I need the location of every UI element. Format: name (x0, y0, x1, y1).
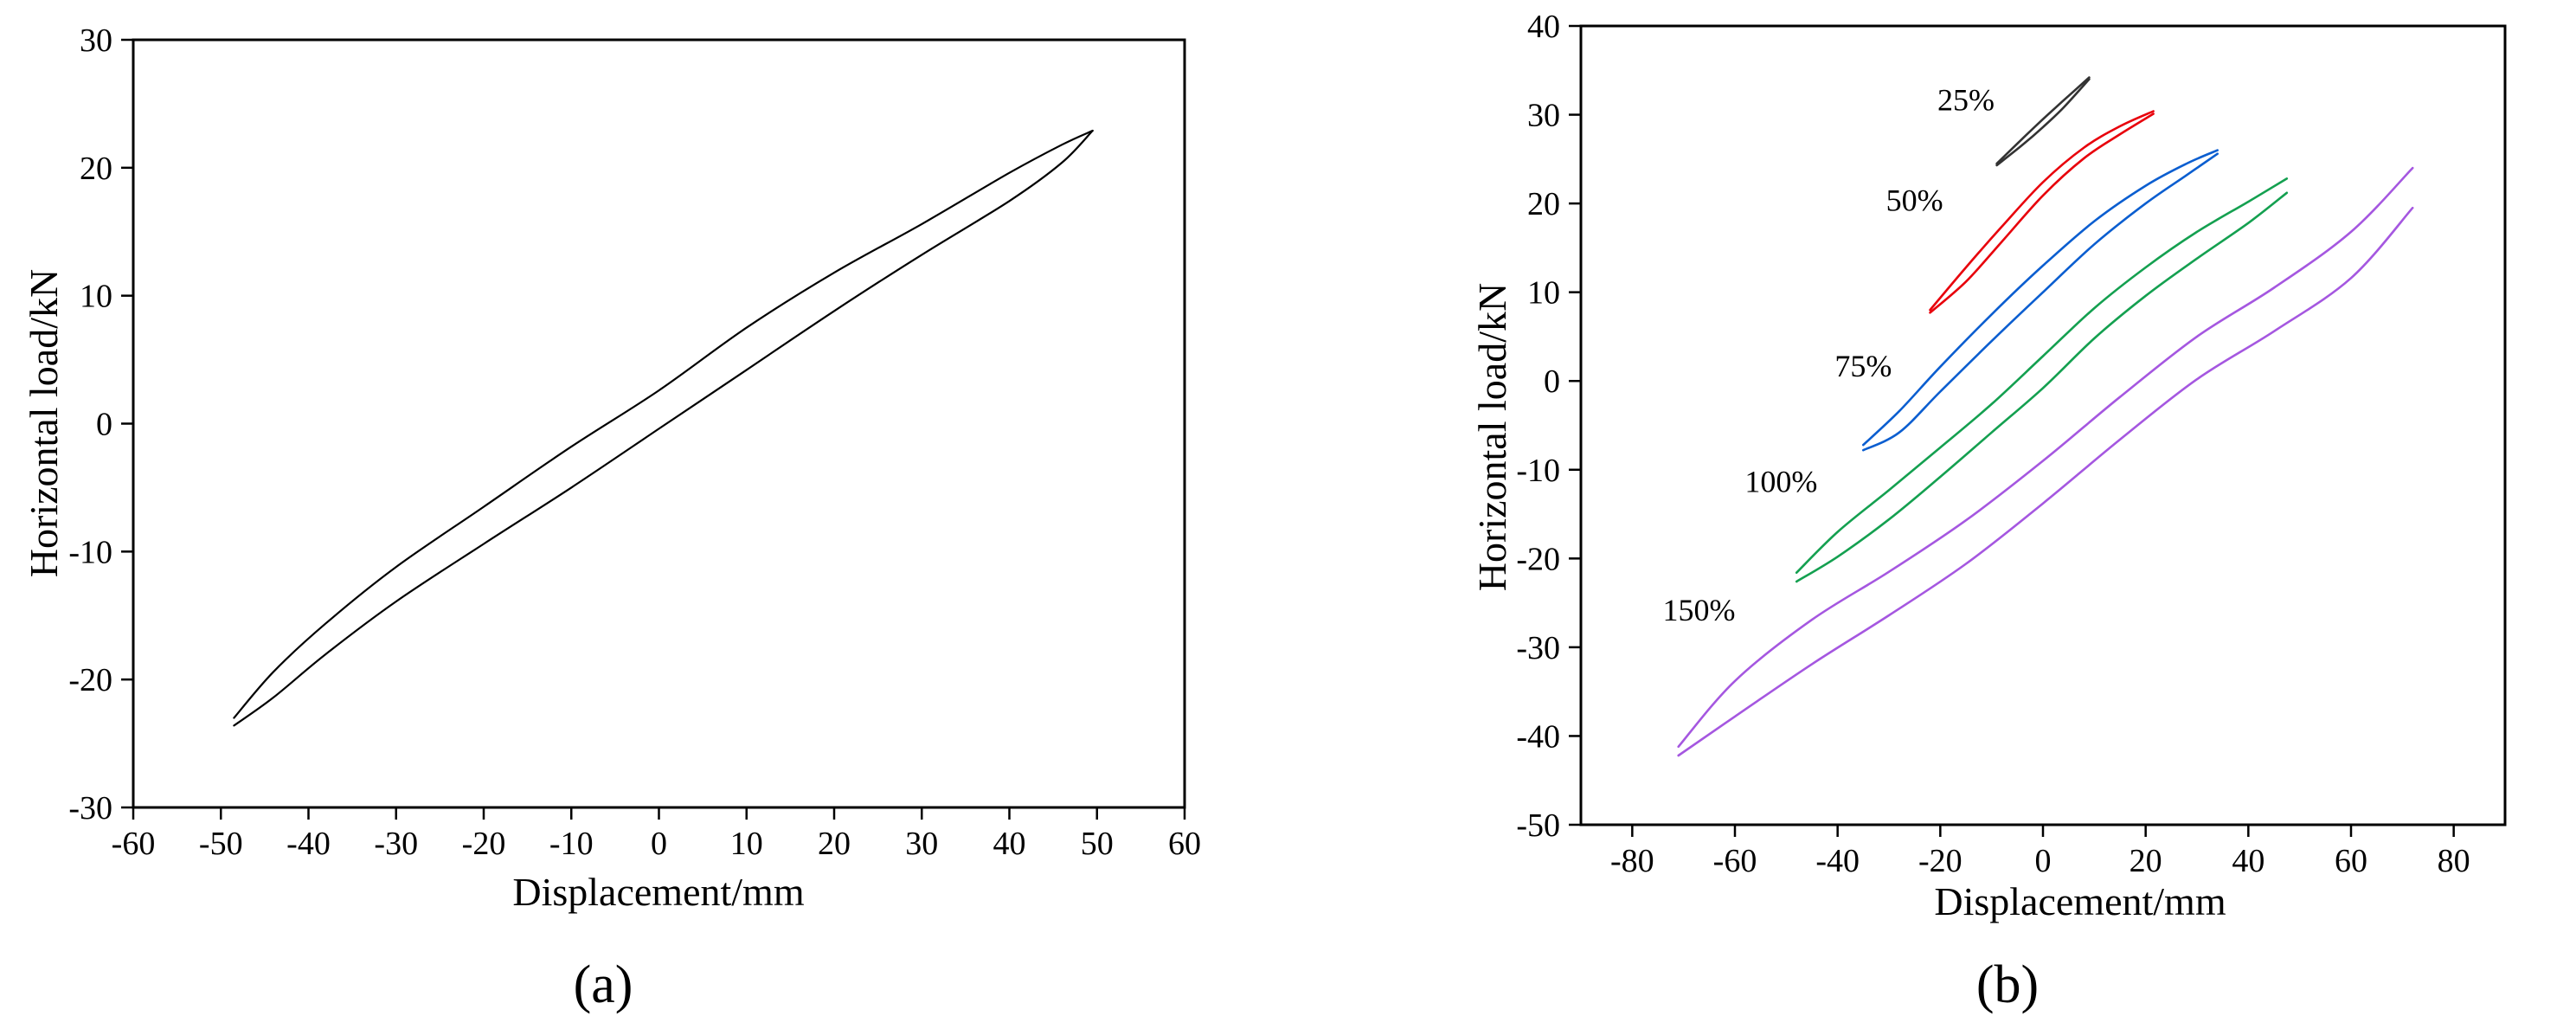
x-tick-label: -10 (549, 826, 594, 862)
x-axis-label-a: Displacement/mm (512, 870, 804, 914)
y-tick-label: -30 (1516, 630, 1560, 666)
x-tick-label: 60 (1168, 826, 1201, 862)
x-tick-label: 20 (2130, 843, 2162, 879)
x-tick-label: 10 (730, 826, 763, 862)
x-tick-label: -60 (112, 826, 156, 862)
series-labels-b: 25% 50% 75% 100% 150% (1662, 82, 1995, 627)
y-tick-label: 30 (80, 23, 112, 59)
x-tick-label: -40 (286, 826, 331, 862)
y-tick-label: -50 (1516, 807, 1560, 844)
x-tick-label: 60 (2335, 843, 2367, 879)
series-25-lower-branch (1995, 78, 2091, 167)
x-ticks-a: -60 -50 -40 -30 -20 -10 0 10 20 30 40 50 60 (112, 807, 1201, 862)
x-tick-label: -20 (462, 826, 506, 862)
x-tick-label: 40 (2232, 843, 2264, 879)
series-label-100: 100% (1744, 464, 1817, 498)
series-150-lower-branch (1677, 206, 2414, 757)
y-axis-label-b: Horizontal load/kN (1470, 283, 1514, 591)
y-tick-label: 0 (96, 407, 112, 443)
y-tick-label: -40 (1516, 718, 1560, 755)
y-tick-label: 20 (80, 151, 112, 187)
x-ticks-b: -80 -60 -40 -20 0 20 40 60 80 (1610, 825, 2470, 879)
x-tick-label: 40 (993, 826, 1026, 862)
y-tick-label: 40 (1527, 9, 1560, 45)
x-tick-label: 0 (2035, 843, 2052, 879)
y-ticks-a: -30 -20 -10 0 10 20 30 (68, 23, 133, 826)
x-tick-label: 30 (905, 826, 938, 862)
x-tick-label: -30 (374, 826, 418, 862)
chart-panel-b: 25%50%75%100%150% -80 -60 -40 -20 0 20 40 60 80 … (1470, 9, 2507, 1014)
chart-panel-a: -60 -50 -40 -30 -20 -10 0 10 20 30 40 50 60 -30 -20 -1… (22, 23, 1201, 1014)
series-layer-b (1677, 76, 2414, 757)
y-tick-label: -10 (1516, 453, 1560, 489)
y-tick-label: 10 (80, 279, 112, 315)
x-axis-label-b: Displacement/mm (1934, 879, 2226, 923)
x-tick-label: 50 (1081, 826, 1114, 862)
x-tick-label: -20 (1918, 843, 1963, 879)
x-tick-label: -80 (1610, 843, 1654, 879)
x-tick-label: -60 (1713, 843, 1757, 879)
y-tick-label: -20 (1516, 541, 1560, 577)
y-ticks-b: -50 -40 -30 -20 -10 0 10 20 30 40 (1516, 9, 1581, 844)
y-tick-label: 0 (1544, 363, 1560, 400)
y-tick-label: 30 (1527, 98, 1560, 134)
series-50-lower-branch (1929, 113, 2155, 314)
series-75-upper-branch (1862, 149, 2219, 447)
series-label-75: 75% (1834, 349, 1892, 383)
panel-label-a: (a) (574, 955, 633, 1014)
series-100-upper-branch (1795, 177, 2289, 574)
series-150-upper-branch (1677, 166, 2414, 749)
series-label-150: 150% (1662, 593, 1735, 627)
y-tick-label: -30 (68, 790, 112, 826)
panel-label-b: (b) (1976, 955, 2039, 1014)
x-tick-label: -40 (1815, 843, 1860, 879)
y-axis-label-a: Horizontal load/kN (22, 269, 66, 577)
x-tick-label: 20 (818, 826, 851, 862)
x-tick-label: 0 (651, 826, 667, 862)
x-tick-label: -50 (199, 826, 243, 862)
series-layer-a (233, 129, 1094, 727)
series-label-50: 50% (1886, 183, 1943, 217)
series-0-upper-branch (233, 129, 1094, 719)
series-50-upper-branch (1929, 110, 2155, 312)
x-tick-label: 80 (2438, 843, 2470, 879)
y-tick-label: -10 (68, 534, 112, 570)
series-label-25: 25% (1937, 82, 1995, 117)
y-tick-label: 10 (1527, 275, 1560, 312)
y-tick-label: -20 (68, 662, 112, 698)
series-0-lower-branch (233, 129, 1094, 727)
series-75-lower-branch (1862, 152, 2219, 452)
series-100-lower-branch (1795, 191, 2289, 583)
series-25-upper-branch (1995, 76, 2091, 165)
y-tick-label: 20 (1527, 186, 1560, 222)
